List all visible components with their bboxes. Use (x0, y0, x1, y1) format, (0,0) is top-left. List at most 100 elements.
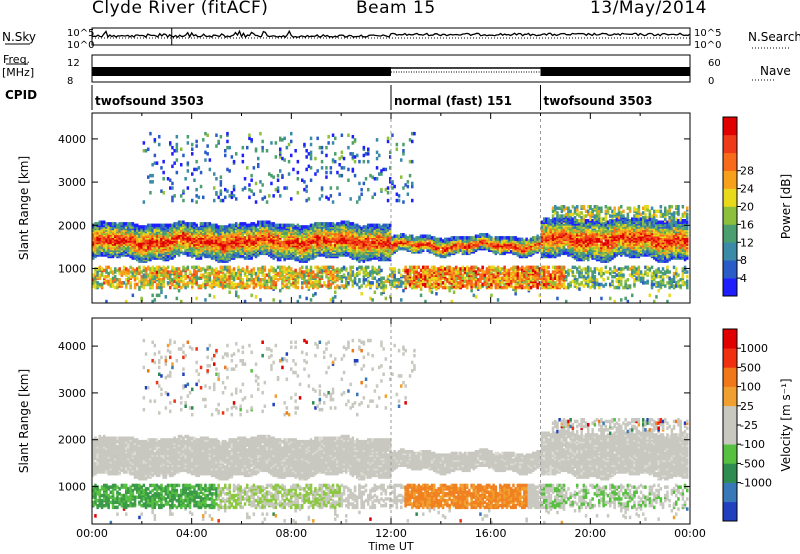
power-echo-cell (373, 223, 377, 228)
power-echo-cell (342, 156, 346, 161)
power-echo-cell (169, 178, 172, 182)
power-echo-cell (301, 270, 304, 274)
power-echo-cell (261, 183, 264, 187)
power-echo-cell (358, 285, 361, 290)
power-echo-cell (340, 166, 344, 170)
power-echo-cell (151, 293, 154, 298)
power-echo-cell (151, 223, 154, 228)
power-echo-cell (100, 237, 104, 242)
power-echo-cell (221, 225, 225, 229)
power-echo-cell (307, 281, 311, 285)
power-echo-cell (195, 200, 198, 204)
power-echo-cell (114, 228, 117, 232)
power-echo-cell (195, 194, 198, 198)
power-echo-cell (375, 271, 379, 276)
power-echo-cell (312, 270, 315, 274)
power-echo-cell (391, 236, 394, 240)
power-echo-cell (103, 274, 106, 279)
power-echo-cell (386, 139, 390, 144)
power-echo-cell (224, 240, 227, 245)
power-echo-cell (182, 245, 185, 249)
power-echo-cell (224, 237, 227, 242)
power-echo-cell (358, 278, 361, 282)
power-echo-cell (408, 282, 412, 287)
power-echo-cell (435, 276, 438, 280)
power-echo-cell (149, 281, 152, 285)
power-echo-cell (232, 159, 236, 164)
power-echo-cell (340, 231, 344, 235)
power-echo-cell (287, 233, 291, 237)
power-echo-cell (94, 231, 97, 235)
power-echo-cell (151, 163, 154, 167)
power-echo-cell (215, 281, 218, 285)
power-echo-cell (195, 281, 198, 285)
power-echo-cell (292, 281, 295, 285)
power-echo-cell (422, 234, 425, 238)
power-echo-cell (320, 274, 324, 279)
power-echo-cell (259, 233, 262, 237)
power-echo-cell (382, 281, 385, 285)
power-echo-cell (287, 172, 291, 176)
power-echo-cell (285, 186, 289, 190)
power-echo-cell (191, 282, 194, 287)
power-echo-cell (125, 299, 128, 304)
power-echo-cell (408, 279, 412, 284)
power-echo-cell (320, 159, 324, 164)
power-echo-cell (114, 222, 117, 226)
power-echo-cell (279, 136, 282, 141)
power-echo-cell (129, 222, 132, 226)
power-echo-cell (347, 167, 350, 172)
power-echo-cell (219, 183, 223, 187)
power-echo-cell (166, 265, 170, 270)
power-echo-cell (111, 279, 115, 284)
power-echo-cell (305, 225, 308, 229)
power-echo-cell (334, 295, 337, 299)
power-echo-cell (166, 281, 170, 285)
power-echo-cell (94, 243, 97, 248)
power-echo-cell (276, 278, 280, 282)
power-echo-cell (371, 223, 374, 228)
power-echo-cell (182, 189, 185, 193)
power-echo-cell (334, 274, 337, 279)
power-echo-cell (241, 267, 245, 271)
power-echo-cell (380, 268, 383, 273)
power-echo-cell (235, 282, 238, 287)
power-echo-cell (243, 177, 247, 181)
power-echo-cell (175, 158, 179, 162)
power-echo-cell (397, 281, 401, 285)
power-echo-cell (307, 197, 311, 201)
power-echo-cell (107, 229, 110, 234)
power-echo-cell (243, 299, 247, 304)
power-echo-cell (430, 290, 434, 294)
power-echo-cell (360, 242, 363, 246)
power-echo-cell (155, 270, 159, 274)
power-echo-cell (356, 245, 359, 249)
power-echo-cell (459, 267, 462, 271)
power-echo-cell (314, 265, 317, 270)
power-echo-cell (109, 282, 113, 287)
power-echo-cell (206, 133, 209, 137)
power-echo-cell (362, 278, 366, 282)
power-echo-cell (393, 234, 396, 238)
power-echo-cell (347, 178, 350, 182)
power-echo-cell (426, 234, 429, 238)
power-echo-cell (239, 268, 242, 273)
power-echo-cell (177, 279, 181, 284)
power-echo-cell (389, 155, 392, 159)
power-echo-cell (272, 274, 275, 279)
power-echo-cell (268, 268, 271, 273)
power-echo-cell (380, 253, 383, 257)
power-echo-cell (147, 282, 150, 287)
power-echo-cell (417, 239, 421, 243)
power-echo-cell (331, 296, 335, 301)
power-echo-cell (380, 233, 383, 237)
power-echo-cell (281, 248, 284, 252)
power-echo-cell (186, 281, 190, 285)
power-echo-cell (331, 270, 335, 274)
power-echo-cell (151, 180, 154, 184)
power-echo-cell (422, 279, 425, 284)
power-echo-cell (221, 273, 225, 277)
power-echo-cell (206, 152, 209, 156)
power-echo-cell (228, 223, 231, 228)
power-echo-cell (103, 236, 106, 240)
